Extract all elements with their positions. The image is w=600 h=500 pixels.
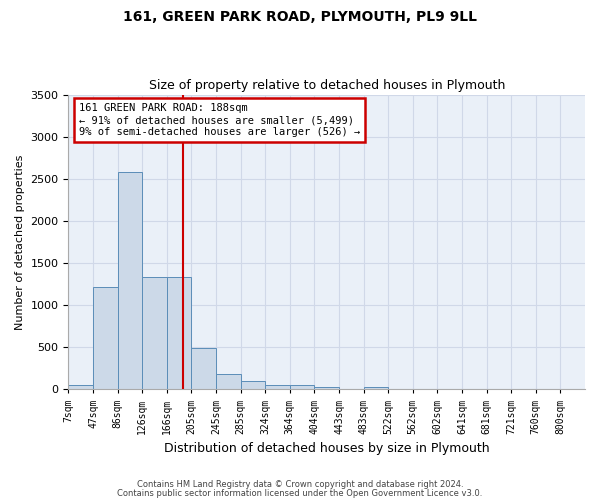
Bar [290, 385, 314, 390]
Bar [167, 276, 191, 390]
Text: Contains HM Land Registry data © Crown copyright and database right 2024.: Contains HM Land Registry data © Crown c… [137, 480, 463, 489]
Bar [216, 374, 241, 390]
Bar [364, 387, 388, 390]
Bar [191, 348, 216, 390]
Y-axis label: Number of detached properties: Number of detached properties [15, 154, 25, 330]
Bar [93, 286, 118, 390]
Bar [314, 387, 339, 390]
Text: 161 GREEN PARK ROAD: 188sqm
← 91% of detached houses are smaller (5,499)
9% of s: 161 GREEN PARK ROAD: 188sqm ← 91% of det… [79, 104, 360, 136]
Text: 161, GREEN PARK ROAD, PLYMOUTH, PL9 9LL: 161, GREEN PARK ROAD, PLYMOUTH, PL9 9LL [123, 10, 477, 24]
Bar [118, 172, 142, 390]
Title: Size of property relative to detached houses in Plymouth: Size of property relative to detached ho… [149, 79, 505, 92]
Bar [241, 381, 265, 390]
Bar [265, 385, 290, 390]
Text: Contains public sector information licensed under the Open Government Licence v3: Contains public sector information licen… [118, 488, 482, 498]
Bar [68, 385, 93, 390]
Bar [142, 276, 167, 390]
X-axis label: Distribution of detached houses by size in Plymouth: Distribution of detached houses by size … [164, 442, 490, 455]
